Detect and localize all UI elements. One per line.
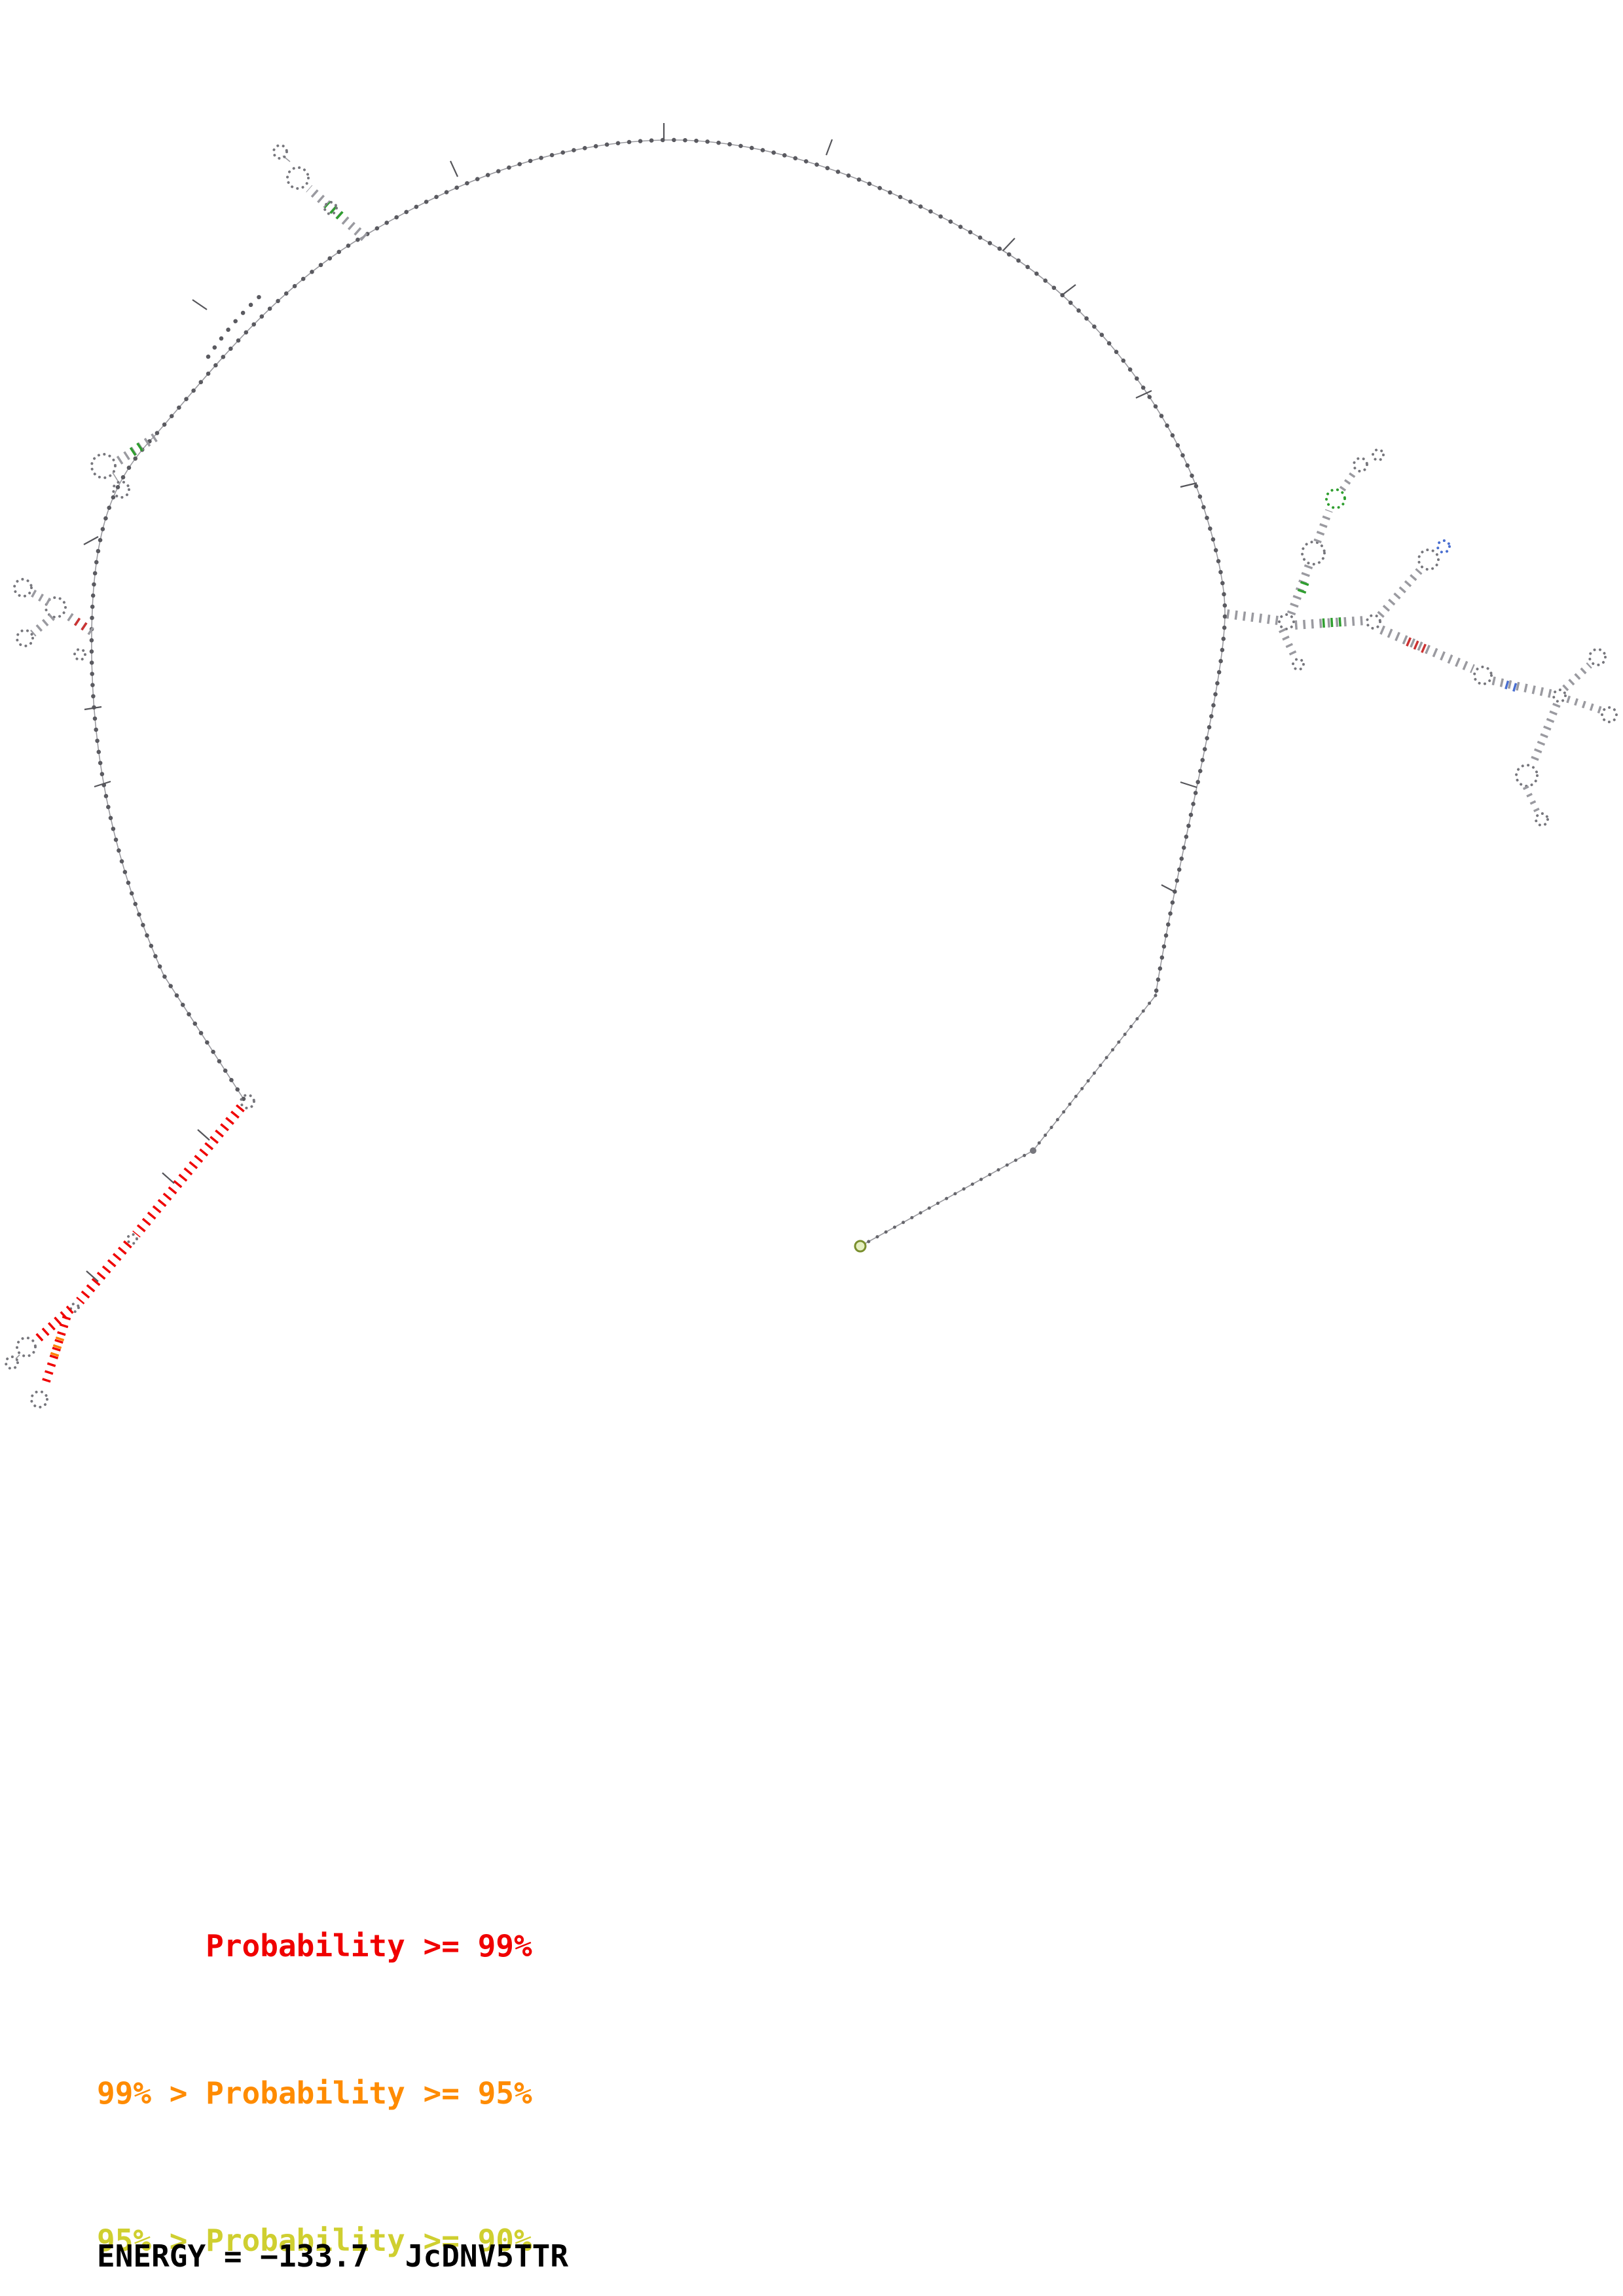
- energy-label: ENERGY = −133.7 JcDNV5TTR: [97, 2238, 569, 2274]
- branch-right: [1226, 448, 1618, 827]
- legend-item-95: 99% > Probability >= 95%: [97, 2075, 532, 2111]
- stem-long-red: [5, 1094, 255, 1408]
- tick-marks: [83, 123, 1197, 893]
- junction-dot: [1030, 1147, 1036, 1154]
- hairpin-topleft: [272, 144, 368, 242]
- junction-left: [13, 578, 94, 661]
- legend-item-99: Probability >= 99%: [97, 1928, 532, 1964]
- end-marker: [854, 1240, 867, 1253]
- main-loop: [89, 137, 1228, 1253]
- legend-item-90: 95% > Probability >= 90%: [97, 2223, 532, 2258]
- hairpin-upperleft: [90, 433, 158, 499]
- legend: Probability >= 99% 99% > Probability >= …: [97, 1823, 532, 2296]
